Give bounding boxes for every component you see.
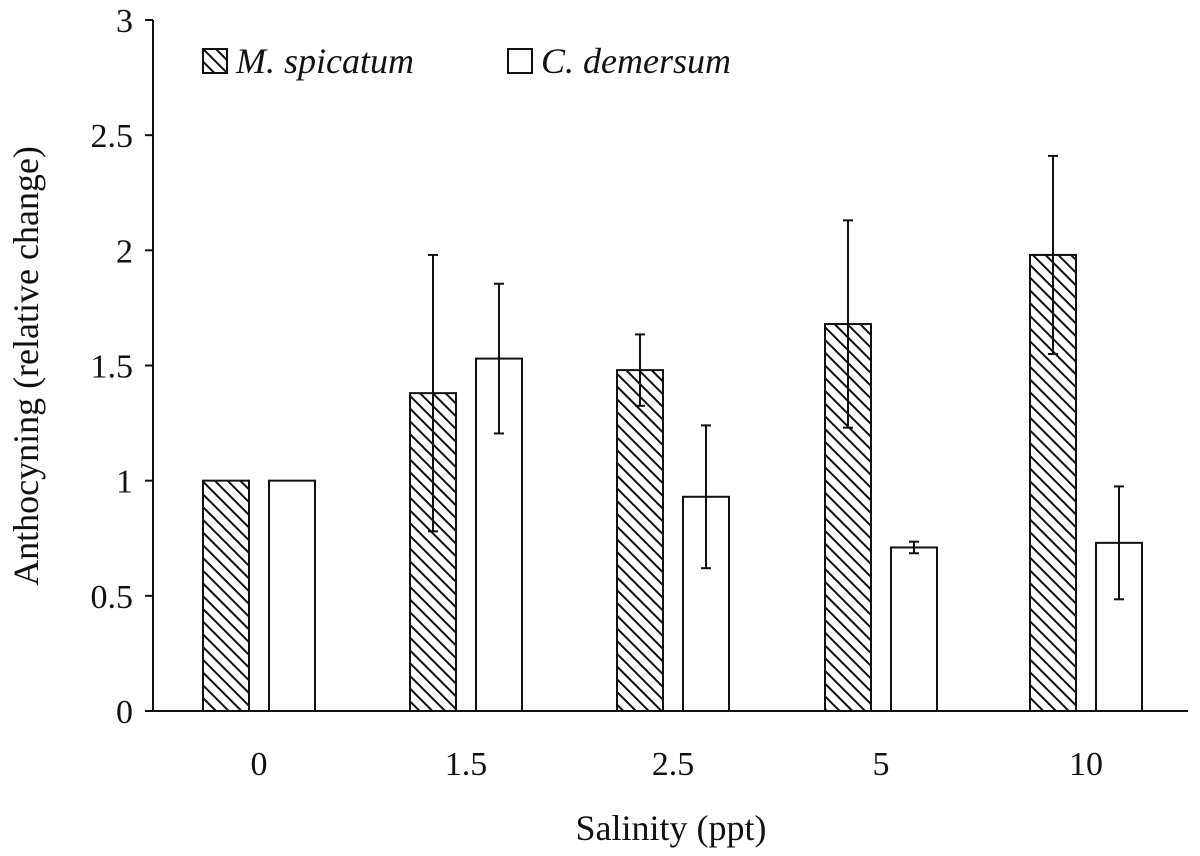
y-ticks: 0 0.5 1 1.5 2 2.5 3 <box>91 3 153 731</box>
legend-label-m-spicatum: M. spicatum <box>235 41 414 81</box>
y-tick-label: 1 <box>116 464 133 501</box>
x-tick-label: 0 <box>251 746 268 783</box>
x-tick-label: 5 <box>873 746 890 783</box>
error-bars-layer <box>428 154 1124 601</box>
x-tick-label: 2.5 <box>652 746 695 783</box>
bar-c-demersum <box>475 357 523 712</box>
y-tick-label: 2 <box>116 233 133 270</box>
x-tick-label: 1.5 <box>445 746 488 783</box>
y-tick-label: 0.5 <box>91 579 134 616</box>
bar-c-demersum <box>268 479 316 712</box>
y-tick-label: 0 <box>116 694 133 731</box>
legend-label-c-demersum: C. demersum <box>541 41 731 81</box>
bar-c-demersum <box>890 546 938 712</box>
x-tick-label: 10 <box>1069 746 1103 783</box>
legend-swatch-c-demersum <box>507 48 533 74</box>
bars-layer <box>202 253 1143 713</box>
y-tick-label: 3 <box>116 3 133 40</box>
legend-swatch-m-spicatum <box>202 48 228 74</box>
bar-m-spicatum <box>616 369 664 712</box>
bar-m-spicatum <box>202 479 250 712</box>
legend: M. spicatum C. demersum <box>202 41 731 81</box>
y-tick-label: 2.5 <box>91 118 134 155</box>
x-tick-labels: 0 1.5 2.5 5 10 <box>251 746 1104 783</box>
y-tick-label: 1.5 <box>91 349 134 386</box>
y-axis-title: Anthocyning (relative change) <box>6 146 46 586</box>
x-axis-title: Salinity (ppt) <box>576 808 767 848</box>
